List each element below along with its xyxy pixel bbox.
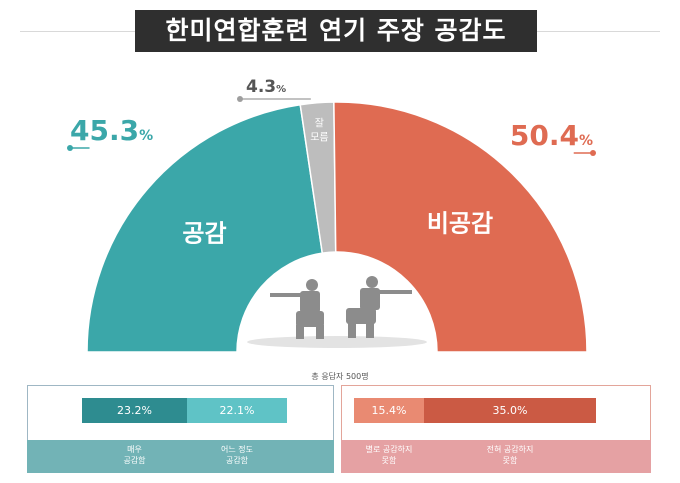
value-label-dont-know: 4.3%: [246, 77, 286, 97]
sample-size-note: 총 응답자 500명: [311, 372, 369, 381]
value-label-agree: 45.3%: [70, 114, 153, 147]
breakdown-label-not-much-agree: 별로 공감하지 못함: [365, 445, 413, 465]
callout-dot-dont-know: [237, 96, 243, 102]
title-rule-right: [537, 31, 660, 32]
title-rule-left: [20, 31, 135, 32]
breakdown-bar-very-agree: 23.2%: [82, 398, 187, 423]
slice-2: [333, 101, 588, 353]
chart-title: 한미연합훈련 연기 주장 공감도: [135, 10, 537, 52]
breakdown-bar-not-much-agree: 15.4%: [354, 398, 424, 423]
value-label-disagree: 50.4%: [510, 119, 593, 152]
slice-label-disagree: 비공감: [427, 209, 493, 237]
agree-label-strip: [27, 440, 334, 473]
breakdown-label-not-at-all-agree: 전혀 공감하지 못함: [486, 445, 534, 465]
breakdown-bar-somewhat-agree: 22.1%: [187, 398, 287, 423]
soldiers-illustration: [247, 276, 427, 348]
slice-0: [86, 103, 324, 353]
breakdown-bar-not-at-all-agree: 35.0%: [424, 398, 596, 423]
slice-label-dont-know-1: 모름: [310, 132, 328, 144]
callout-dot-agree: [67, 145, 73, 151]
slice-label-agree: 공감: [182, 220, 226, 248]
disagree-label-strip: [341, 440, 651, 473]
callout-dot-disagree: [590, 150, 596, 156]
slice-label-dont-know-0: 잘: [315, 118, 324, 130]
semicircle-chart: 공감 비공감 잘모름 45.3% 4.3% 50.4%: [67, 77, 596, 353]
breakdown-label-somewhat-agree: 어느 정도 공감함: [221, 445, 253, 465]
breakdown-label-very-agree: 매우 공감함: [123, 445, 146, 465]
